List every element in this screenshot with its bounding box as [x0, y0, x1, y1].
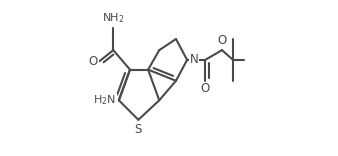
Text: O: O [89, 55, 98, 68]
Text: O: O [217, 34, 226, 47]
Text: N: N [190, 53, 199, 66]
Text: H$_2$N: H$_2$N [93, 93, 116, 107]
Text: NH$_2$: NH$_2$ [102, 11, 125, 25]
Text: O: O [200, 82, 210, 95]
Text: S: S [135, 123, 142, 136]
